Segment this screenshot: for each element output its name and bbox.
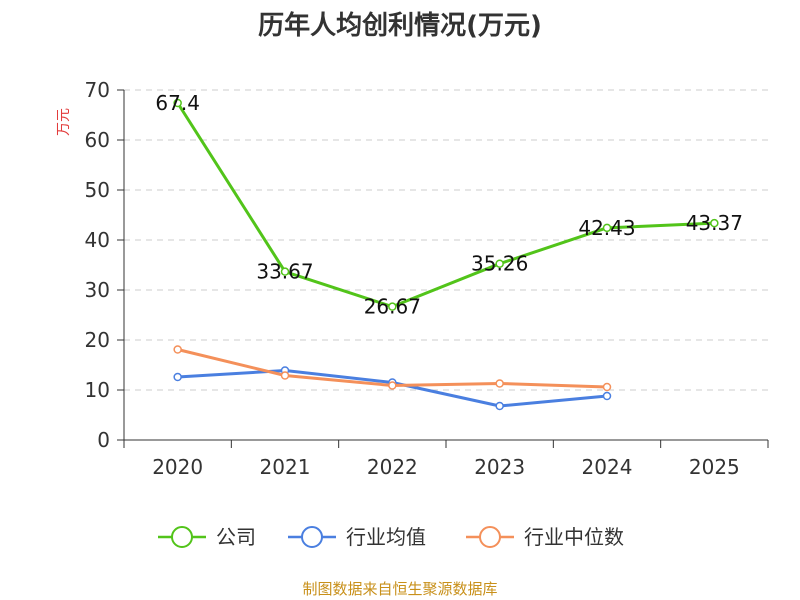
data-point — [388, 381, 397, 390]
legend-marker — [479, 526, 501, 548]
axes: 0 10 20 30 40 50 60 70 2020 2021 2022 2023 2024 2025 — [85, 78, 769, 479]
x-tick-label: 2021 — [260, 455, 311, 479]
y-tick-label: 60 — [85, 128, 110, 152]
legend-marker — [171, 526, 193, 548]
legend-marker — [301, 526, 323, 548]
data-point — [602, 223, 612, 233]
y-axis-label: 万元 — [56, 108, 72, 136]
data-point — [173, 98, 182, 108]
data-label: 26.67 — [364, 295, 421, 319]
data-labels: 67.4 33.67 26.67 35.26 42.43 43.37 — [155, 91, 743, 319]
data-label: 33.67 — [256, 260, 313, 284]
legend-label: 公司 — [216, 525, 256, 549]
x-tick-label: 2020 — [152, 455, 203, 479]
legend-label: 行业均值 — [346, 525, 426, 549]
data-point — [495, 259, 504, 268]
data-point — [173, 345, 182, 354]
data-point — [495, 401, 504, 411]
y-tick-label: 0 — [97, 428, 110, 452]
legend: 公司 行业均值 行业中位数 — [158, 525, 624, 549]
y-tick-label: 70 — [85, 78, 110, 102]
x-tick-label: 2025 — [689, 455, 740, 479]
data-point — [495, 379, 504, 388]
y-tick-label: 30 — [85, 278, 110, 302]
y-tick-label: 50 — [85, 178, 110, 202]
legend-label: 行业中位数 — [524, 525, 624, 549]
x-tick-label: 2024 — [582, 455, 633, 479]
series-line-0 — [176, 102, 715, 309]
series-layer — [173, 98, 719, 411]
data-point — [280, 371, 290, 380]
data-point — [388, 302, 397, 311]
y-tick-label: 10 — [85, 378, 110, 402]
data-point — [173, 372, 182, 382]
y-tick-label: 20 — [85, 328, 110, 352]
data-label: 35.26 — [471, 252, 528, 276]
x-tick-label: 2022 — [367, 455, 418, 479]
grid-lines — [124, 89, 768, 391]
data-label: 43.37 — [686, 211, 743, 235]
source-note: 制图数据来自恒生聚源数据库 — [302, 580, 497, 598]
y-tick-label: 40 — [85, 228, 110, 252]
data-point — [710, 218, 719, 228]
data-point — [602, 382, 612, 392]
legend-item-1[interactable]: 行业均值 — [288, 525, 426, 549]
data-label: 42.43 — [578, 216, 635, 240]
data-point — [602, 391, 612, 401]
chart-title: 历年人均创利情况(万元) — [258, 10, 542, 41]
x-tick-label: 2023 — [474, 455, 525, 479]
legend-item-2[interactable]: 行业中位数 — [466, 525, 624, 549]
data-point — [280, 267, 290, 276]
legend-item-0[interactable]: 公司 — [158, 525, 256, 549]
data-label: 67.4 — [155, 91, 200, 115]
